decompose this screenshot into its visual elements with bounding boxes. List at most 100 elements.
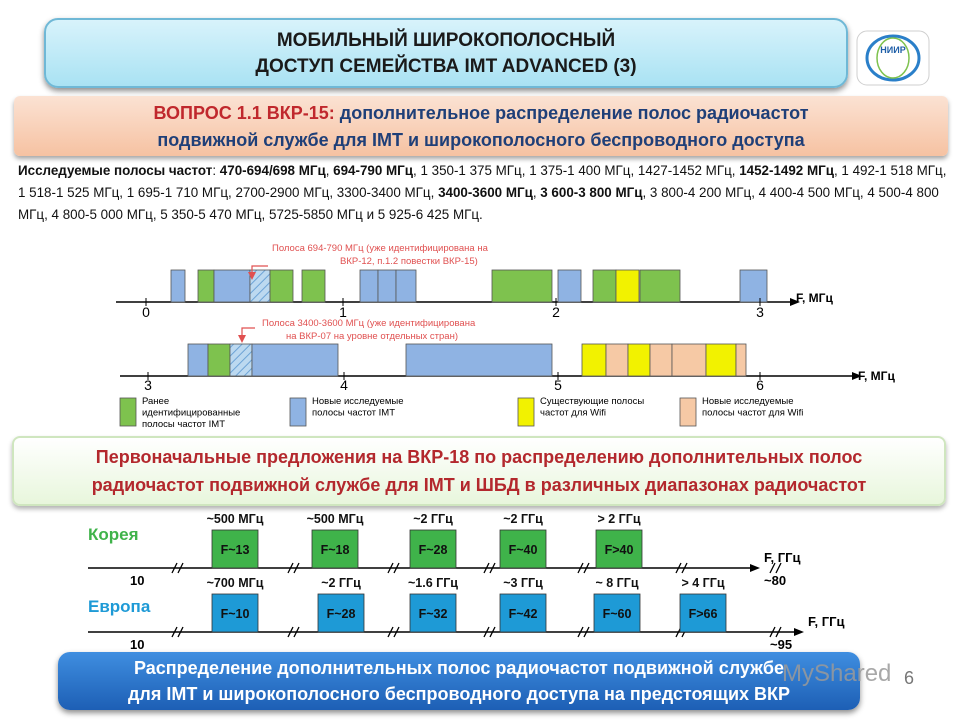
korea-block-freq: F~13 — [221, 543, 250, 557]
band-block — [187, 343, 209, 377]
band-item: 1 350-1 375 МГц — [420, 163, 522, 178]
band-item: 3 800-4 200 МГц — [649, 185, 752, 200]
band-list: Исследуемые полосы частот: 470-694/698 М… — [18, 163, 947, 222]
band-block — [170, 269, 186, 303]
legend-label: полосы частот для Wifi — [702, 408, 803, 419]
legend-swatch — [679, 397, 697, 427]
proposals-line-1: Первоначальные предложения на ВКР-18 по … — [95, 447, 863, 467]
europe-block-bw: > 4 ГГц — [681, 576, 724, 590]
legend-label: Ранее — [142, 396, 169, 407]
korea-block — [595, 529, 643, 569]
band-block — [605, 343, 629, 377]
korea-block — [409, 529, 457, 569]
row2-tick-label: 6 — [756, 377, 764, 393]
legend-swatch — [289, 397, 307, 427]
band-block — [301, 269, 326, 303]
band-item: 694-790 МГц — [333, 163, 413, 178]
korea-block-bw: ~2 ГГц — [413, 512, 453, 526]
band-item: 1 518-1 525 МГц — [18, 185, 120, 200]
europe-block-bw: ~3 ГГц — [503, 576, 543, 590]
bottom-line-1: Распределение дополнительных полос радио… — [133, 658, 785, 678]
callout1-line1: Полоса 694-790 МГц (уже идентифицирована… — [272, 243, 489, 254]
question-prefix: ВОПРОС 1.1 ВКР-15: — [153, 103, 335, 123]
row1-tick-label: 0 — [142, 304, 150, 320]
band-block — [213, 269, 251, 303]
band-item: 4 800-5 000 МГц — [51, 207, 153, 222]
europe-block — [499, 593, 547, 633]
band-block — [615, 269, 640, 303]
korea-axis-break — [577, 562, 590, 574]
korea-axis-break — [287, 562, 300, 574]
europe-block — [317, 593, 365, 633]
page-number: 6 — [904, 668, 915, 688]
row2-axis-label: F, МГц — [858, 369, 895, 383]
europe-end-label: ~95 — [770, 637, 792, 652]
korea-label: Корея — [88, 525, 139, 544]
title-line-2: ДОСТУП СЕМЕЙСТВА IMT ADVANCED (3) — [255, 56, 637, 77]
region-timelines: Корея Европа 10 ~80 F, ГГц F~13 ~500 МГц F~18… — [88, 512, 844, 652]
band-item: 470-694/698 МГц — [219, 163, 326, 178]
band-block — [405, 343, 553, 377]
proposals-line-2: радиочастот подвижной службе для IMT и Ш… — [91, 475, 867, 495]
band-item: 1 695-1 710 МГц — [126, 185, 229, 200]
korea-axis-arrow — [750, 564, 760, 572]
europe-block-freq: F~10 — [221, 607, 250, 621]
korea-block-freq: F~18 — [321, 543, 350, 557]
band-item: 5 350-5 470 МГц — [160, 207, 262, 222]
band-block — [359, 269, 379, 303]
legend-label: полосы частот IMT — [142, 419, 225, 430]
bottom-banner: Распределение дополнительных полос радио… — [58, 652, 860, 710]
band-item: 1427-1452 МГц — [637, 163, 732, 178]
korea-block — [211, 529, 259, 569]
korea-axis-break — [483, 562, 496, 574]
korea-block — [311, 529, 359, 569]
callout2-line2: на ВКР-07 на уровне отдельных стран) — [286, 331, 458, 342]
proposals-banner: Первоначальные предложения на ВКР-18 по … — [12, 436, 946, 506]
band-block — [671, 343, 707, 377]
korea-block — [499, 529, 547, 569]
europe-axis-break — [171, 626, 184, 638]
europe-block-bw: ~ 8 ГГц — [595, 576, 638, 590]
row2-tick-label: 5 — [554, 377, 562, 393]
europe-block-bw: ~1.6 ГГц — [408, 576, 458, 590]
europe-block-freq: F~42 — [509, 607, 538, 621]
bands-label: Исследуемые полосы частот — [18, 163, 213, 178]
europe-label: Европа — [88, 597, 151, 616]
europe-axis-break — [769, 626, 782, 638]
band-block — [735, 343, 747, 377]
band-block — [627, 343, 651, 377]
europe-block-freq: F~60 — [603, 607, 632, 621]
band-block — [269, 269, 294, 303]
callout2-line1: Полоса 3400-3600 МГц (уже идентифицирова… — [262, 318, 476, 329]
legend-swatch — [517, 397, 535, 427]
band-item: 1452-1492 МГц — [739, 163, 834, 178]
watermark: MyShared — [782, 660, 892, 687]
callout1-arrowhead — [248, 272, 256, 280]
europe-block-freq: F~28 — [327, 607, 356, 621]
row1-tick-label: 2 — [552, 304, 560, 320]
band-block — [395, 269, 417, 303]
band-block — [207, 343, 231, 377]
europe-block — [679, 593, 727, 633]
question-line-1-rest: дополнительное распределение полос радио… — [334, 103, 809, 123]
title-line-1: МОБИЛЬНЫЙ ШИРОКОПОЛОСНЫЙ — [276, 30, 616, 51]
callout2-arrowhead — [238, 335, 246, 343]
legend-label: Новые исследуемые — [312, 396, 403, 407]
europe-block — [211, 593, 259, 633]
europe-block-bw: ~2 ГГц — [321, 576, 361, 590]
band-item: 3300-3400 МГц — [336, 185, 431, 200]
question-line-1: ВОПРОС 1.1 ВКР-15: дополнительное распре… — [14, 100, 948, 127]
band-item: 5 925-6 425 МГц — [377, 207, 480, 222]
legend-label: Новые исследуемые — [702, 396, 793, 407]
europe-axis-break — [387, 626, 400, 638]
band-item: 4 500-4 800 МГц — [18, 185, 939, 222]
logo-text: НИИР — [880, 45, 905, 55]
europe-axis-break — [483, 626, 496, 638]
korea-block-bw: ~500 МГц — [207, 512, 264, 526]
band-block — [649, 343, 673, 377]
question-line-2: подвижной службе для IMT и широкополосно… — [157, 130, 805, 150]
europe-block — [409, 593, 457, 633]
europe-block-freq: F>66 — [689, 607, 718, 621]
europe-block — [593, 593, 641, 633]
band-block — [739, 269, 768, 303]
